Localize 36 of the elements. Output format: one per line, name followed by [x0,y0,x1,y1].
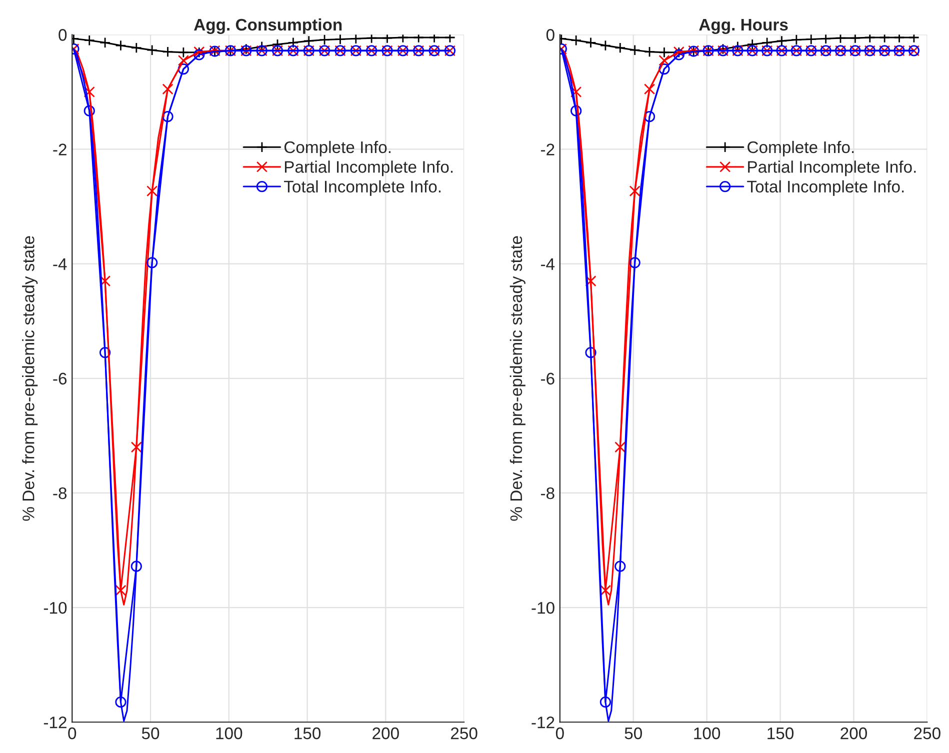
x-tick-label: 250 [450,727,478,740]
x-tick-label: 100 [694,727,720,740]
chart-title: Agg. Hours [699,19,788,34]
y-tick-label: 0 [546,29,554,41]
x-tick-label: 0 [556,727,564,740]
y-tick-label: 0 [58,29,67,41]
y-tick-label: -12 [44,716,66,728]
x-tick-label: 150 [768,727,794,740]
y-tick-label: -8 [540,487,554,500]
y-tick-label: -10 [44,602,67,614]
chart-title: Agg. Consumption [194,18,342,34]
x-tick-label: 250 [914,727,940,740]
y-tick-label: -12 [532,716,554,728]
legend-label: Partial Incomplete Info. [748,160,916,176]
y-tick-label: -8 [53,487,67,500]
x-tick-label: 100 [216,727,242,740]
y-tick-label: -10 [532,602,554,614]
y-tick-label: -6 [53,372,67,385]
y-tick-label: -4 [53,258,67,270]
y-axis-title: % Dev. from pre-epidemic steady state [22,236,38,521]
x-tick-label: 150 [294,727,321,740]
legend-label: Partial Incomplete Info. [284,160,453,176]
y-tick-label: -4 [540,258,555,270]
legend-label: Complete Info. [748,140,854,156]
y-tick-label: -2 [53,144,66,156]
x-tick-label: 0 [68,727,76,740]
legend-label: Total Incomplete Info. [284,180,441,196]
x-tick-label: 200 [372,727,399,740]
y-tick-label: -6 [540,372,554,385]
legend-label: Complete Info. [284,140,390,156]
y-tick-label: -2 [540,144,554,156]
x-tick-label: 50 [142,727,160,740]
legend-label: Total Incomplete Info. [747,180,904,196]
x-tick-label: 200 [840,727,867,740]
x-tick-label: 50 [624,727,642,740]
y-axis-title: % Dev. from pre-epidemic steady state [510,236,526,521]
